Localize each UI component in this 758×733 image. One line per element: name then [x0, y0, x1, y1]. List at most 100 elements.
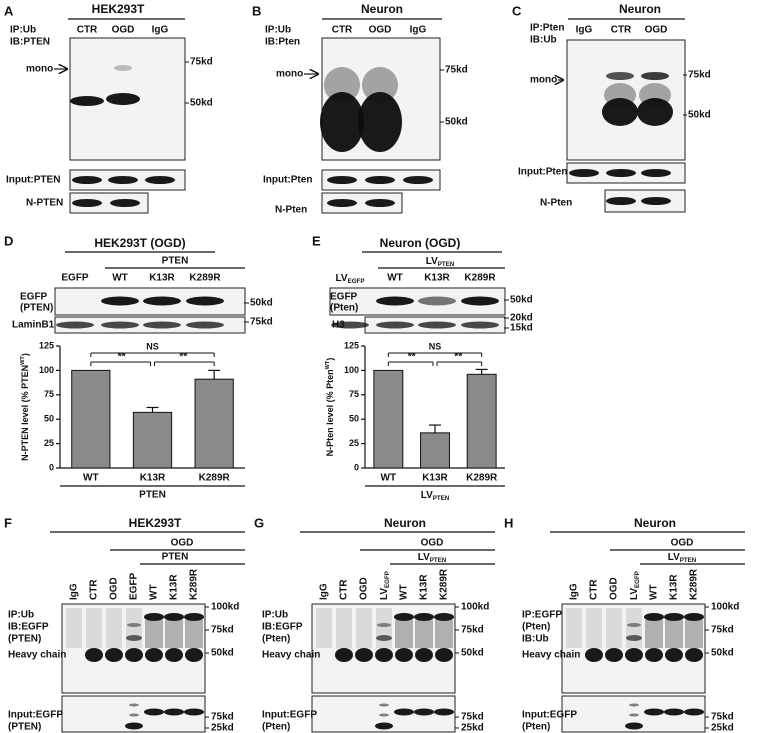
y-tick-label: 75 — [349, 389, 359, 399]
marker-label: 25kd — [211, 723, 234, 733]
panel-letter: H — [504, 515, 513, 530]
lane-label: IgG — [152, 25, 169, 36]
band — [355, 648, 373, 662]
row-label: Heavy chain — [8, 650, 66, 661]
lane-label: EGFP — [384, 571, 391, 588]
band — [320, 92, 364, 152]
marker-label: 100kd — [211, 602, 239, 613]
lane-label: WT — [387, 273, 403, 284]
x-tick-label: WT — [83, 473, 99, 484]
band — [641, 72, 669, 80]
panel-title: Neuron — [361, 2, 403, 16]
smear — [665, 620, 683, 648]
smear — [435, 620, 453, 648]
marker-label: 100kd — [461, 602, 489, 613]
band — [186, 321, 224, 329]
band — [626, 635, 642, 641]
lane-label: WT — [149, 584, 160, 600]
row-label: (PTEN) — [8, 722, 41, 733]
smear — [126, 608, 142, 648]
significance: NS — [429, 341, 442, 351]
marker-label: 75kd — [688, 70, 711, 81]
band — [627, 623, 641, 627]
row-label: (Pten) — [330, 303, 358, 314]
lane-label: LVEGFP — [336, 273, 365, 286]
marker-label: 50kd — [711, 648, 734, 659]
lane-label: K13R — [169, 574, 180, 600]
group-label: PTEN — [162, 256, 189, 267]
group-label: LVPTEN — [426, 256, 455, 269]
marker-label: 50kd — [211, 648, 234, 659]
band — [639, 83, 671, 107]
lane-label: CTR — [89, 579, 100, 600]
y-tick-label: 0 — [354, 462, 359, 472]
band — [376, 296, 414, 306]
lane-label: IgG — [410, 25, 427, 36]
y-axis-label: N-PTEN level (% PTEN — [20, 365, 30, 461]
smear — [626, 608, 642, 648]
panel-letter: B — [252, 3, 261, 18]
band — [143, 296, 181, 306]
smear — [66, 608, 82, 648]
marker-label: 75kd — [711, 625, 734, 636]
band — [362, 67, 398, 103]
band — [569, 169, 599, 177]
panel-title: Neuron — [619, 2, 661, 16]
band — [606, 72, 634, 80]
band — [101, 321, 139, 329]
row-label: (PTEN) — [20, 303, 53, 314]
panel-title: Neuron (OGD) — [380, 236, 461, 250]
group-label: PTEN — [162, 552, 189, 563]
band — [379, 703, 389, 707]
lane-label: CTR — [339, 579, 350, 600]
band — [184, 613, 204, 621]
band — [129, 713, 139, 717]
panel-letter: A — [4, 3, 14, 18]
lane-label: IgG — [569, 583, 580, 600]
ip-label: IP:Ub — [265, 25, 291, 36]
y-tick-label: 125 — [344, 340, 359, 350]
row-label: EGFP — [330, 292, 358, 303]
smear — [395, 620, 413, 648]
marker-label: 25kd — [711, 723, 734, 733]
row-label: (PTEN) — [8, 634, 41, 645]
panel-title: Neuron — [384, 516, 426, 530]
error-bar — [475, 368, 488, 375]
bar — [194, 378, 234, 469]
lane-label: EGFP — [348, 278, 365, 285]
band — [379, 713, 389, 717]
band — [418, 296, 456, 306]
band — [365, 176, 395, 184]
band — [629, 713, 639, 717]
marker-label: 50kd — [510, 295, 533, 306]
y-axis-label: WT — [20, 356, 26, 365]
smear — [86, 608, 102, 648]
lane-label: OGD — [109, 577, 120, 600]
lane-label: LV — [629, 588, 640, 600]
bar — [420, 432, 450, 469]
band — [376, 635, 392, 641]
marker-label: 50kd — [445, 117, 468, 128]
x-tick-label: K289R — [199, 473, 231, 484]
band — [72, 176, 102, 184]
band — [184, 708, 204, 716]
bar — [71, 369, 111, 469]
x-axis-label: PTEN — [433, 495, 450, 502]
row-label: (Pten) — [522, 722, 550, 733]
panel-title: HEK293T — [129, 516, 182, 530]
lane-label: CTR — [77, 25, 98, 36]
band — [375, 722, 393, 730]
panel-letter: C — [512, 3, 522, 18]
band — [101, 296, 139, 306]
significance: ** — [179, 352, 187, 363]
row-label: LaminB1 — [12, 320, 55, 331]
nuclear-label: N-PTEN — [26, 198, 63, 209]
ip-label: IP:Pten — [530, 23, 564, 34]
row-label: IP:EGFP — [522, 610, 562, 621]
marker-label: 75kd — [445, 65, 468, 76]
row-label: Heavy chain — [262, 650, 320, 661]
arrow-label: mono — [26, 64, 53, 75]
band — [606, 197, 636, 205]
group-label: LV — [418, 552, 430, 563]
group-label: LVPTEN — [418, 552, 447, 565]
